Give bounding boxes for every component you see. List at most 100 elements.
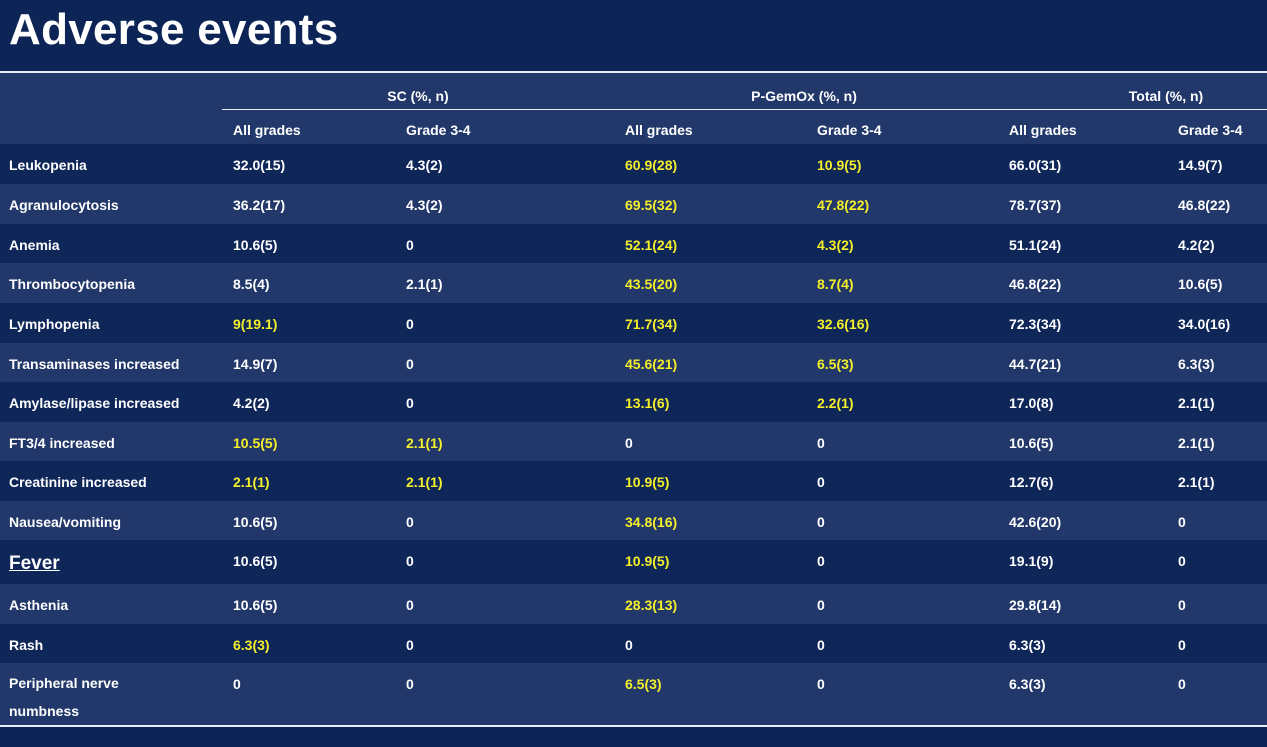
column-group-rule [609, 109, 1007, 110]
table-row: Fever 10.6(5) 0 10.9(5) 0 19.1(9) 0 [0, 540, 1267, 584]
table-cell: 0 [406, 237, 414, 253]
table-cell: 8.7(4) [817, 276, 854, 292]
table-cell: 0 [817, 435, 825, 451]
table-cell: 0 [406, 316, 414, 332]
table-cell: 0 [625, 637, 633, 653]
row-label: Creatinine increased [9, 474, 147, 490]
table-cell: 10.6(5) [233, 553, 278, 569]
table-cell: 6.3(3) [1009, 637, 1046, 653]
row-label: Anemia [9, 237, 60, 253]
table-cell: 14.9(7) [233, 356, 278, 372]
table-cell: 4.2(2) [1178, 237, 1215, 253]
table-row: Creatinine increased 2.1(1) 2.1(1) 10.9(5) 0… [0, 461, 1267, 501]
table-cell: 0 [406, 514, 414, 530]
table-cell: 4.3(2) [406, 197, 443, 213]
table-cell: 28.3(13) [625, 597, 678, 613]
table-cell: 6.3(3) [1178, 356, 1215, 372]
column-subheader: Grade 3-4 [817, 122, 882, 138]
table-cell: 44.7(21) [1009, 356, 1062, 372]
table-cell: 14.9(7) [1178, 157, 1223, 173]
table-cell: 2.1(1) [406, 276, 443, 292]
column-subheader: Grade 3-4 [1178, 122, 1243, 138]
table-cell: 10.6(5) [233, 514, 278, 530]
table-row: FT3/4 increased 10.5(5) 2.1(1) 0 0 10.6(5) 2.1… [0, 422, 1267, 461]
table-row: Leukopenia 32.0(15) 4.3(2) 60.9(28) 10.9(5) 6… [0, 144, 1267, 184]
table-cell: 0 [1178, 676, 1186, 692]
table-cell: 0 [406, 553, 414, 569]
table-cell: 0 [817, 637, 825, 653]
table-cell: 2.1(1) [406, 435, 443, 451]
table-row: Lymphopenia 9(19.1) 0 71.7(34) 32.6(16) 72.3(… [0, 303, 1267, 343]
table-cell: 0 [817, 676, 825, 692]
table-cell: 78.7(37) [1009, 197, 1062, 213]
table-cell: 4.3(2) [817, 237, 854, 253]
column-group-rule [222, 109, 609, 110]
table-cell: 0 [817, 553, 825, 569]
table-cell: 13.1(6) [625, 395, 670, 411]
table-cell: 2.1(1) [1178, 474, 1215, 490]
table-cell: 19.1(9) [1009, 553, 1054, 569]
table-cell: 69.5(32) [625, 197, 678, 213]
table-cell: 36.2(17) [233, 197, 286, 213]
table-row: Nausea/vomiting 10.6(5) 0 34.8(16) 0 42.6(20)… [0, 501, 1267, 540]
table-cell: 10.9(5) [817, 157, 862, 173]
table-cell: 0 [1178, 553, 1186, 569]
row-label: Lymphopenia [9, 316, 100, 332]
row-label: FT3/4 increased [9, 435, 115, 451]
row-label: Fever [9, 553, 60, 574]
table-cell: 2.1(1) [1178, 395, 1215, 411]
table-row: Asthenia 10.6(5) 0 28.3(13) 0 29.8(14) 0 [0, 584, 1267, 624]
row-label: Nausea/vomiting [9, 514, 122, 530]
table-row: Amylase/lipase increased 4.2(2) 0 13.1(6) 2.… [0, 382, 1267, 422]
table-cell: 4.3(2) [406, 157, 443, 173]
table-cell: 0 [406, 597, 414, 613]
table-cell: 17.0(8) [1009, 395, 1054, 411]
table-cell: 6.5(3) [817, 356, 854, 372]
page-title: Adverse events [9, 5, 339, 54]
row-label: Asthenia [9, 597, 69, 613]
table-cell: 0 [817, 474, 825, 490]
table-cell: 46.8(22) [1009, 276, 1062, 292]
table-cell: 0 [406, 676, 414, 692]
table-cell: 0 [406, 395, 414, 411]
column-subheader: All grades [625, 122, 693, 138]
row-label: Amylase/lipase increased [9, 395, 180, 411]
row-label: Thrombocytopenia [9, 276, 136, 292]
table-cell: 43.5(20) [625, 276, 678, 292]
table-cell: 10.6(5) [1009, 435, 1054, 451]
table-cell: 0 [817, 514, 825, 530]
table-cell: 0 [406, 637, 414, 653]
table-cell: 60.9(28) [625, 157, 678, 173]
table-cell: 2.1(1) [233, 474, 270, 490]
table-cell: 42.6(20) [1009, 514, 1062, 530]
table-cell: 10.6(5) [233, 237, 278, 253]
column-group-header: P-GemOx (%, n) [751, 88, 857, 104]
table-cell: 0 [233, 676, 241, 692]
table-cell: 71.7(34) [625, 316, 678, 332]
column-group-header: Total (%, n) [1128, 88, 1204, 104]
table-cell: 2.2(1) [817, 395, 854, 411]
table-row: Rash 6.3(3) 0 0 0 6.3(3) 0 [0, 624, 1267, 663]
row-label: Leukopenia [9, 157, 87, 173]
table-cell: 52.1(24) [625, 237, 678, 253]
table-cell: 0 [1178, 597, 1186, 613]
table-cell: 8.5(4) [233, 276, 270, 292]
table-cell: 0 [1178, 637, 1186, 653]
table-cell: 32.6(16) [817, 316, 870, 332]
table-cell: 10.6(5) [1178, 276, 1223, 292]
table-cell: 66.0(31) [1009, 157, 1062, 173]
table-bottom-rule [0, 725, 1267, 727]
table-cell: 10.9(5) [625, 553, 670, 569]
row-label: Agranulocytosis [9, 197, 119, 213]
table-row: Peripheral nerve numbness 0 0 6.5(3) 0 6.3(3)… [0, 663, 1267, 725]
column-group-header: SC (%, n) [387, 88, 449, 104]
table-cell: 2.1(1) [406, 474, 443, 490]
table-cell: 2.1(1) [1178, 435, 1215, 451]
table-row: Anemia 10.6(5) 0 52.1(24) 4.3(2) 51.1(24) 4.2(… [0, 224, 1267, 263]
table-cell: 6.3(3) [233, 637, 270, 653]
table-cell: 9(19.1) [233, 316, 278, 332]
table-cell: 0 [817, 597, 825, 613]
table-cell: 51.1(24) [1009, 237, 1062, 253]
table-cell: 12.7(6) [1009, 474, 1054, 490]
table-cell: 6.5(3) [625, 676, 662, 692]
